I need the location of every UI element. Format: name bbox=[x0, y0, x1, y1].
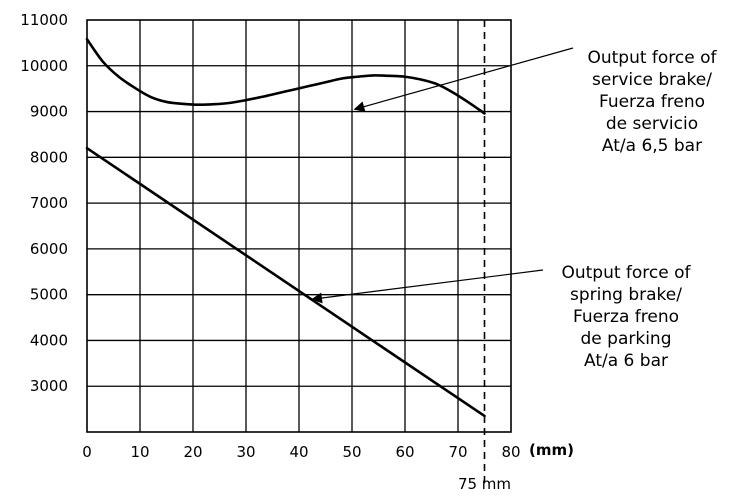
annotation-line: Fuerza freno bbox=[573, 307, 679, 327]
service-brake-label: Output force of service brake/Fuerza fren… bbox=[587, 48, 717, 156]
x-tick-label: 70 bbox=[448, 443, 467, 461]
annotations: Output force of service brake/Fuerza fren… bbox=[311, 47, 718, 371]
x-axis-unit: (mm) bbox=[529, 441, 574, 459]
x-tick-label: 0 bbox=[82, 443, 92, 461]
service-brake-arrow bbox=[353, 47, 574, 112]
spring-brake-curve bbox=[85, 146, 486, 418]
x-tick-label: 80 bbox=[501, 443, 520, 461]
y-tick-label: 4000 bbox=[30, 331, 68, 349]
annotation-line: service brake/ bbox=[592, 70, 712, 90]
x-tick-label: 10 bbox=[130, 443, 149, 461]
spring-brake-label: Output force of spring brake/Fuerza freno… bbox=[561, 263, 691, 371]
x-tick-label: 60 bbox=[395, 443, 414, 461]
service-brake-curve bbox=[85, 37, 486, 115]
annotation-line: de servicio bbox=[606, 114, 698, 134]
annotation-line: de parking bbox=[581, 329, 672, 349]
x-tick-label: 20 bbox=[183, 443, 202, 461]
y-tick-label: 9000 bbox=[30, 103, 68, 121]
stroke-marker: 75 mm bbox=[458, 20, 511, 493]
plot-grid bbox=[86, 19, 512, 433]
annotation-line: Output force of bbox=[561, 263, 691, 283]
y-tick-label: 7000 bbox=[30, 194, 68, 212]
y-tick-label: 3000 bbox=[30, 377, 68, 395]
annotation-line: At/a 6,5 bar bbox=[602, 136, 702, 156]
y-tick-label: 6000 bbox=[30, 240, 68, 258]
stroke-limit-label: 75 mm bbox=[458, 475, 511, 493]
y-tick-label: 11000 bbox=[20, 11, 68, 29]
x-tick-label: 40 bbox=[289, 443, 308, 461]
series-layer bbox=[85, 37, 486, 418]
y-tick-label: 8000 bbox=[30, 148, 68, 166]
annotation-line: At/a 6 bar bbox=[584, 351, 668, 371]
x-tick-label: 50 bbox=[342, 443, 361, 461]
annotation-line: Fuerza freno bbox=[599, 92, 705, 112]
spring-brake-arrow bbox=[311, 269, 544, 304]
x-tick-label: 30 bbox=[236, 443, 255, 461]
annotation-line: spring brake/ bbox=[570, 285, 682, 305]
annotation-line: Output force of bbox=[587, 48, 717, 68]
axis-labels: (mm) 0 10 20 30 40 50 60 70 80 3000 4000 5000 6000 70… bbox=[20, 11, 574, 461]
y-tick-label: 10000 bbox=[20, 57, 68, 75]
y-tick-label: 5000 bbox=[30, 286, 68, 304]
